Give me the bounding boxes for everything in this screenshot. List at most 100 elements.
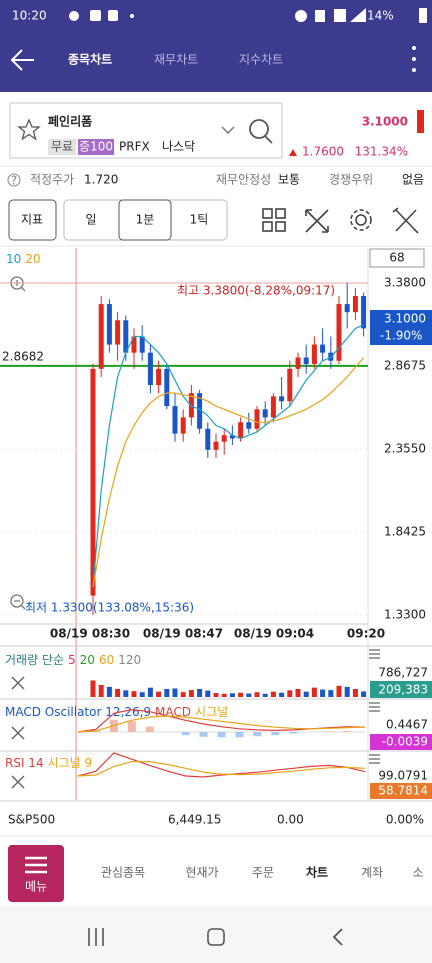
tab[interactable]: 재무차트	[154, 53, 198, 67]
candle-body	[123, 320, 129, 353]
candle-body	[361, 295, 367, 329]
volume-legend: 거래량 단순 5 20 60 120	[5, 653, 141, 667]
indicator-button[interactable]	[8, 199, 57, 241]
favorite-star[interactable]	[17, 118, 41, 141]
volume-bar	[361, 691, 367, 697]
x-label: 08/19 09:04	[234, 627, 314, 641]
y-tick-label: 2.3550	[384, 441, 426, 455]
recent-apps[interactable]	[88, 928, 104, 946]
volume-bar	[188, 690, 194, 697]
badge	[78, 139, 114, 155]
volume-bar	[229, 693, 235, 697]
volume-bar	[123, 690, 129, 697]
moving-average	[92, 357, 365, 588]
volume-bar	[221, 693, 227, 697]
ticker: PRFX	[119, 140, 150, 154]
current-price: 3.1000	[362, 115, 408, 129]
zoom-out[interactable]	[10, 594, 26, 610]
volume-bar	[344, 686, 350, 697]
volume-bar	[106, 686, 112, 697]
volume-bar	[164, 689, 170, 697]
volume-bar	[352, 689, 358, 697]
volume-max: 786,727	[378, 666, 428, 680]
volume-bar	[172, 688, 178, 697]
candle-body	[254, 409, 260, 429]
nav-item-active[interactable]: 차트	[306, 865, 328, 880]
nav-item[interactable]: 계좌	[361, 866, 383, 880]
nav-item[interactable]: 현재가	[185, 866, 218, 880]
candle-body	[115, 320, 121, 345]
rsi-legend: RSI 14 시그널 9	[5, 756, 92, 770]
candle-body	[106, 304, 112, 345]
close-icons[interactable]	[11, 676, 25, 789]
badge	[48, 139, 76, 155]
back[interactable]	[332, 928, 343, 946]
status-icons	[69, 8, 427, 23]
current-price-box	[370, 310, 432, 345]
candle-body	[213, 441, 219, 450]
candle-body	[336, 304, 342, 361]
menu-button[interactable]	[8, 845, 64, 902]
volume-bar	[279, 692, 285, 697]
candle-body	[287, 368, 293, 402]
x-label: 08/19 08:47	[143, 627, 223, 641]
candle-body	[197, 393, 203, 429]
candle-body	[229, 435, 235, 439]
price-bar	[417, 110, 424, 133]
panel-menus[interactable]	[369, 649, 380, 764]
index-rate: 0.00%	[386, 813, 424, 827]
volume-bar	[238, 692, 244, 697]
system-nav	[0, 906, 432, 963]
period-button[interactable]: 1틱	[190, 213, 209, 227]
help-icon[interactable]	[7, 173, 21, 187]
volume-bar	[328, 690, 334, 697]
volume-bar	[246, 693, 252, 697]
volume-bar	[295, 689, 301, 697]
price-change: 1.7600	[302, 145, 344, 159]
search-button[interactable]	[249, 119, 273, 144]
home[interactable]	[207, 928, 225, 946]
volume-bar	[320, 689, 326, 697]
menu-icon	[25, 856, 47, 874]
candle-body	[295, 357, 301, 369]
battery-level: 14%	[367, 9, 394, 23]
info-label: 적정주가	[30, 173, 74, 187]
status-time: 10:20	[12, 9, 47, 23]
nav-item[interactable]: 소	[412, 866, 423, 880]
tab-active[interactable]: 종목차트	[68, 52, 112, 67]
help-icon: ?	[11, 174, 17, 188]
period-button[interactable]: 일	[85, 213, 96, 227]
more-menu[interactable]	[412, 46, 416, 72]
y-tick-label: 1.3300	[384, 607, 426, 621]
indicator-line	[77, 752, 366, 778]
volume-bar	[213, 693, 219, 697]
current-price-label: 3.1000	[384, 312, 426, 326]
volume-bar	[115, 689, 121, 697]
volume-current: 209,383	[378, 683, 428, 697]
tab[interactable]: 지수차트	[239, 53, 283, 67]
candle-body	[98, 304, 104, 369]
candle-body	[352, 295, 358, 313]
badge-text: 증100	[79, 140, 113, 154]
indicator-line	[77, 761, 366, 777]
volume-bar	[147, 687, 153, 697]
dropdown[interactable]	[221, 126, 235, 135]
candle-body	[262, 409, 268, 418]
index-name: S&P500	[8, 813, 55, 827]
candle-body	[320, 344, 326, 353]
volume-bar	[131, 691, 137, 697]
nav-item[interactable]: 관심종목	[101, 866, 145, 880]
volume-bar	[303, 691, 309, 697]
period-button[interactable]: 1분	[136, 213, 155, 227]
zoom-in[interactable]	[10, 276, 26, 292]
low-annotation: 최저 1.3300(133.08%,15:36)	[25, 601, 194, 615]
candle-body	[164, 368, 170, 407]
nav-item[interactable]: 주문	[252, 866, 274, 880]
period-selected[interactable]	[118, 199, 172, 241]
toolbar-icons[interactable]	[262, 207, 419, 234]
volume-bar	[311, 687, 317, 697]
volume-bar	[336, 685, 342, 697]
moving-average	[92, 324, 364, 588]
back-button[interactable]	[10, 49, 34, 71]
